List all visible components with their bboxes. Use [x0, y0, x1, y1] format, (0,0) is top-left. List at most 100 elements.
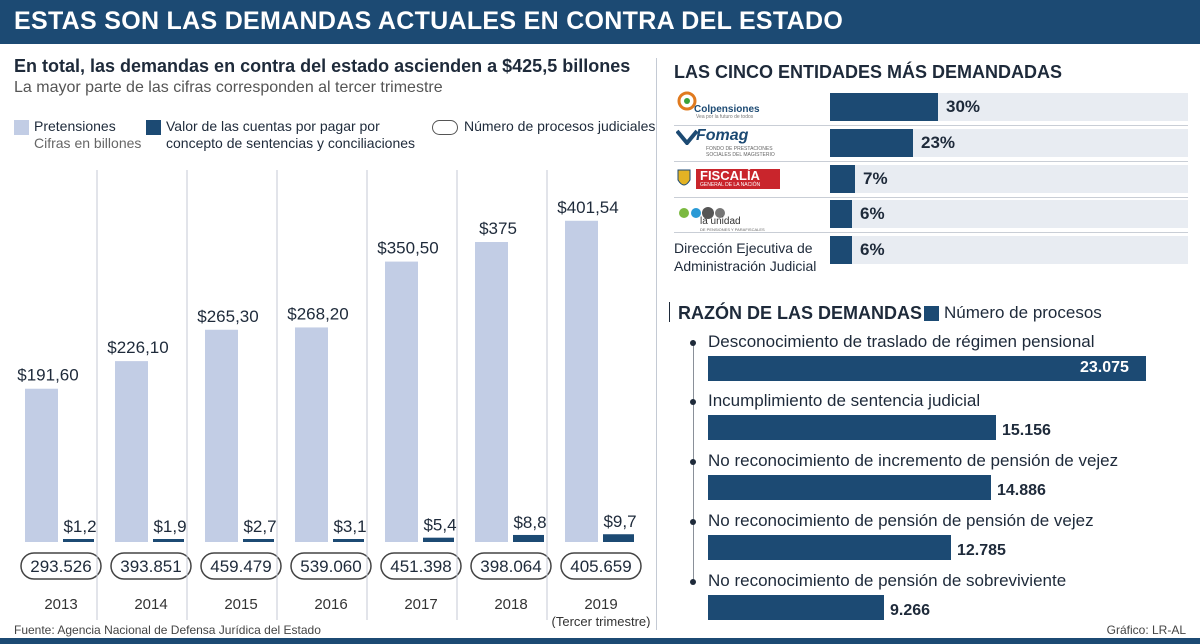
label-procesos: 293.526 — [30, 557, 91, 576]
bar-cuentas — [603, 534, 634, 542]
bar-pretensiones — [205, 329, 238, 542]
legend-swatch-cuentas — [146, 120, 161, 135]
legend-label-pretensiones: Pretensiones Cifras en billones — [34, 118, 141, 152]
reason-bar — [708, 475, 991, 500]
reasons-legend-swatch — [924, 306, 939, 321]
entity-value-label: 23% — [921, 133, 956, 152]
reason-bullet — [690, 519, 696, 525]
label-cuentas: $8,8 — [513, 513, 546, 532]
deaj-line1: Dirección Ejecutiva de — [674, 240, 813, 256]
oval-procesos — [20, 552, 102, 580]
fiscalia-shield-icon — [677, 169, 691, 186]
reason-bullet — [690, 579, 696, 585]
reason-label: No reconocimiento de pensión de pensión … — [708, 511, 1094, 530]
oval-procesos — [290, 552, 372, 580]
fomag-logo: Fomag FONDO DE PRESTACIONES SOCIALES DEL… — [676, 127, 796, 159]
label-procesos: 393.851 — [120, 557, 181, 576]
tick-label-year: 2019 — [584, 596, 617, 613]
oval-procesos — [200, 552, 282, 580]
label-cuentas: $1,2 — [63, 517, 96, 536]
entity-bar — [830, 236, 852, 264]
bar-pretensiones — [295, 327, 328, 542]
reasons-title: RAZÓN DE LAS DEMANDAS — [678, 303, 923, 323]
oval-procesos — [560, 552, 642, 580]
bar-cuentas — [63, 539, 94, 542]
label-pretensiones: $226,10 — [107, 338, 168, 357]
bar-cuentas — [153, 539, 184, 542]
bar-cuentas — [423, 537, 454, 542]
entity-value-label: 30% — [946, 97, 981, 116]
entity-row-divider — [674, 161, 1188, 162]
label-pretensiones: $375 — [479, 219, 517, 238]
legend-cuentas-line1: Valor de las cuentas por pagar por — [166, 118, 380, 134]
page-title: ESTAS SON LAS DEMANDAS ACTUALES EN CONTR… — [14, 7, 844, 35]
entity-row-bg — [830, 165, 1188, 193]
label-procesos: 539.060 — [300, 557, 361, 576]
reason-label: Incumplimiento de sentencia judicial — [708, 391, 981, 410]
label-pretensiones: $191,60 — [17, 366, 78, 385]
left-title: En total, las demandas en contra del est… — [14, 56, 631, 76]
legend-oval-procesos — [432, 120, 458, 135]
label-cuentas: $3,1 — [333, 517, 366, 536]
bar-pretensiones — [475, 242, 508, 542]
entity-row-divider — [674, 125, 1188, 126]
legend-swatch-pretensiones — [14, 120, 29, 135]
fiscalia-logo: FISCALÍA GENERAL DE LA NACIÓN — [676, 167, 796, 193]
legend-cuentas-line2: concepto de sentencias y conciliaciones — [166, 135, 416, 151]
bar-pretensiones — [25, 388, 58, 542]
bar-cuentas — [333, 539, 364, 542]
fiscalia-sub: GENERAL DE LA NACIÓN — [700, 182, 761, 188]
label-procesos: 405.659 — [570, 557, 631, 576]
fomag-icon — [676, 129, 698, 145]
entities-title: LAS CINCO ENTIDADES MÁS DEMANDADAS — [674, 62, 1063, 82]
section-divider — [656, 58, 657, 630]
unidad-sub: DE PENSIONES Y PARAFISCALES — [700, 227, 765, 232]
legend-pretensiones-sub: Cifras en billones — [34, 135, 142, 151]
label-cuentas: $2,7 — [243, 517, 276, 536]
oval-procesos — [470, 552, 552, 580]
colpensiones-tagline: Vea por la futuro de todos — [696, 114, 754, 120]
bar-pretensiones — [385, 261, 418, 542]
left-subtitle: La mayor parte de las cifras corresponde… — [14, 79, 443, 96]
reason-bullet — [690, 459, 696, 465]
entity-row-divider — [674, 197, 1188, 198]
reason-label: Desconocimiento de traslado de régimen p… — [708, 332, 1095, 351]
colpensiones-logo: Colpensiones Vea por la futuro de todos — [676, 90, 796, 122]
entity-value-label: 7% — [863, 169, 888, 188]
tick-label-year: 2018 — [494, 596, 527, 613]
header-banner: ESTAS SON LAS DEMANDAS ACTUALES EN CONTR… — [0, 0, 1200, 44]
reason-bar — [708, 595, 884, 620]
reasons-left-rule — [669, 302, 670, 322]
reason-value-label: 14.886 — [997, 482, 1046, 499]
label-procesos: 451.398 — [390, 557, 451, 576]
fiscalia-name: FISCALÍA — [700, 168, 760, 183]
tick-label-year: 2015 — [224, 596, 257, 613]
reason-value-label: 15.156 — [1002, 422, 1051, 439]
label-cuentas: $5,4 — [423, 516, 456, 535]
tick-label-year: 2016 — [314, 596, 347, 613]
bar-cuentas — [243, 539, 274, 542]
footer-source: Fuente: Agencia Nacional de Defensa Jurí… — [14, 623, 321, 637]
label-cuentas: $9,7 — [603, 512, 636, 531]
fomag-name: Fomag — [696, 127, 749, 144]
legend-pretensiones-text: Pretensiones — [34, 118, 116, 134]
tick-sublabel: (Tercer trimestre) — [552, 614, 651, 628]
main-bar-chart: $191,60 $1,2 293.526 2013 $226,10 $1,9 393.851… — [17, 170, 651, 628]
reason-value-label: 9.266 — [890, 602, 931, 619]
tick-label-year: 2013 — [44, 596, 77, 613]
entity-bar — [830, 93, 938, 121]
bar-cuentas — [513, 534, 544, 542]
fomag-sub2: SOCIALES DEL MAGISTERIO — [706, 152, 775, 158]
entity-bar — [830, 165, 855, 193]
reason-bar — [708, 415, 996, 440]
footer-credit: Gráfico: LR-AL — [1106, 623, 1186, 637]
label-procesos: 398.064 — [480, 557, 541, 576]
reasons-legend-label: Número de procesos — [944, 303, 1102, 322]
oval-procesos — [380, 552, 462, 580]
bar-pretensiones — [565, 220, 598, 542]
reason-bullet — [690, 340, 696, 346]
reason-bullet — [690, 399, 696, 405]
entity-value-label: 6% — [860, 240, 885, 259]
label-cuentas: $1,9 — [153, 517, 186, 536]
colpensiones-icon — [677, 91, 697, 111]
